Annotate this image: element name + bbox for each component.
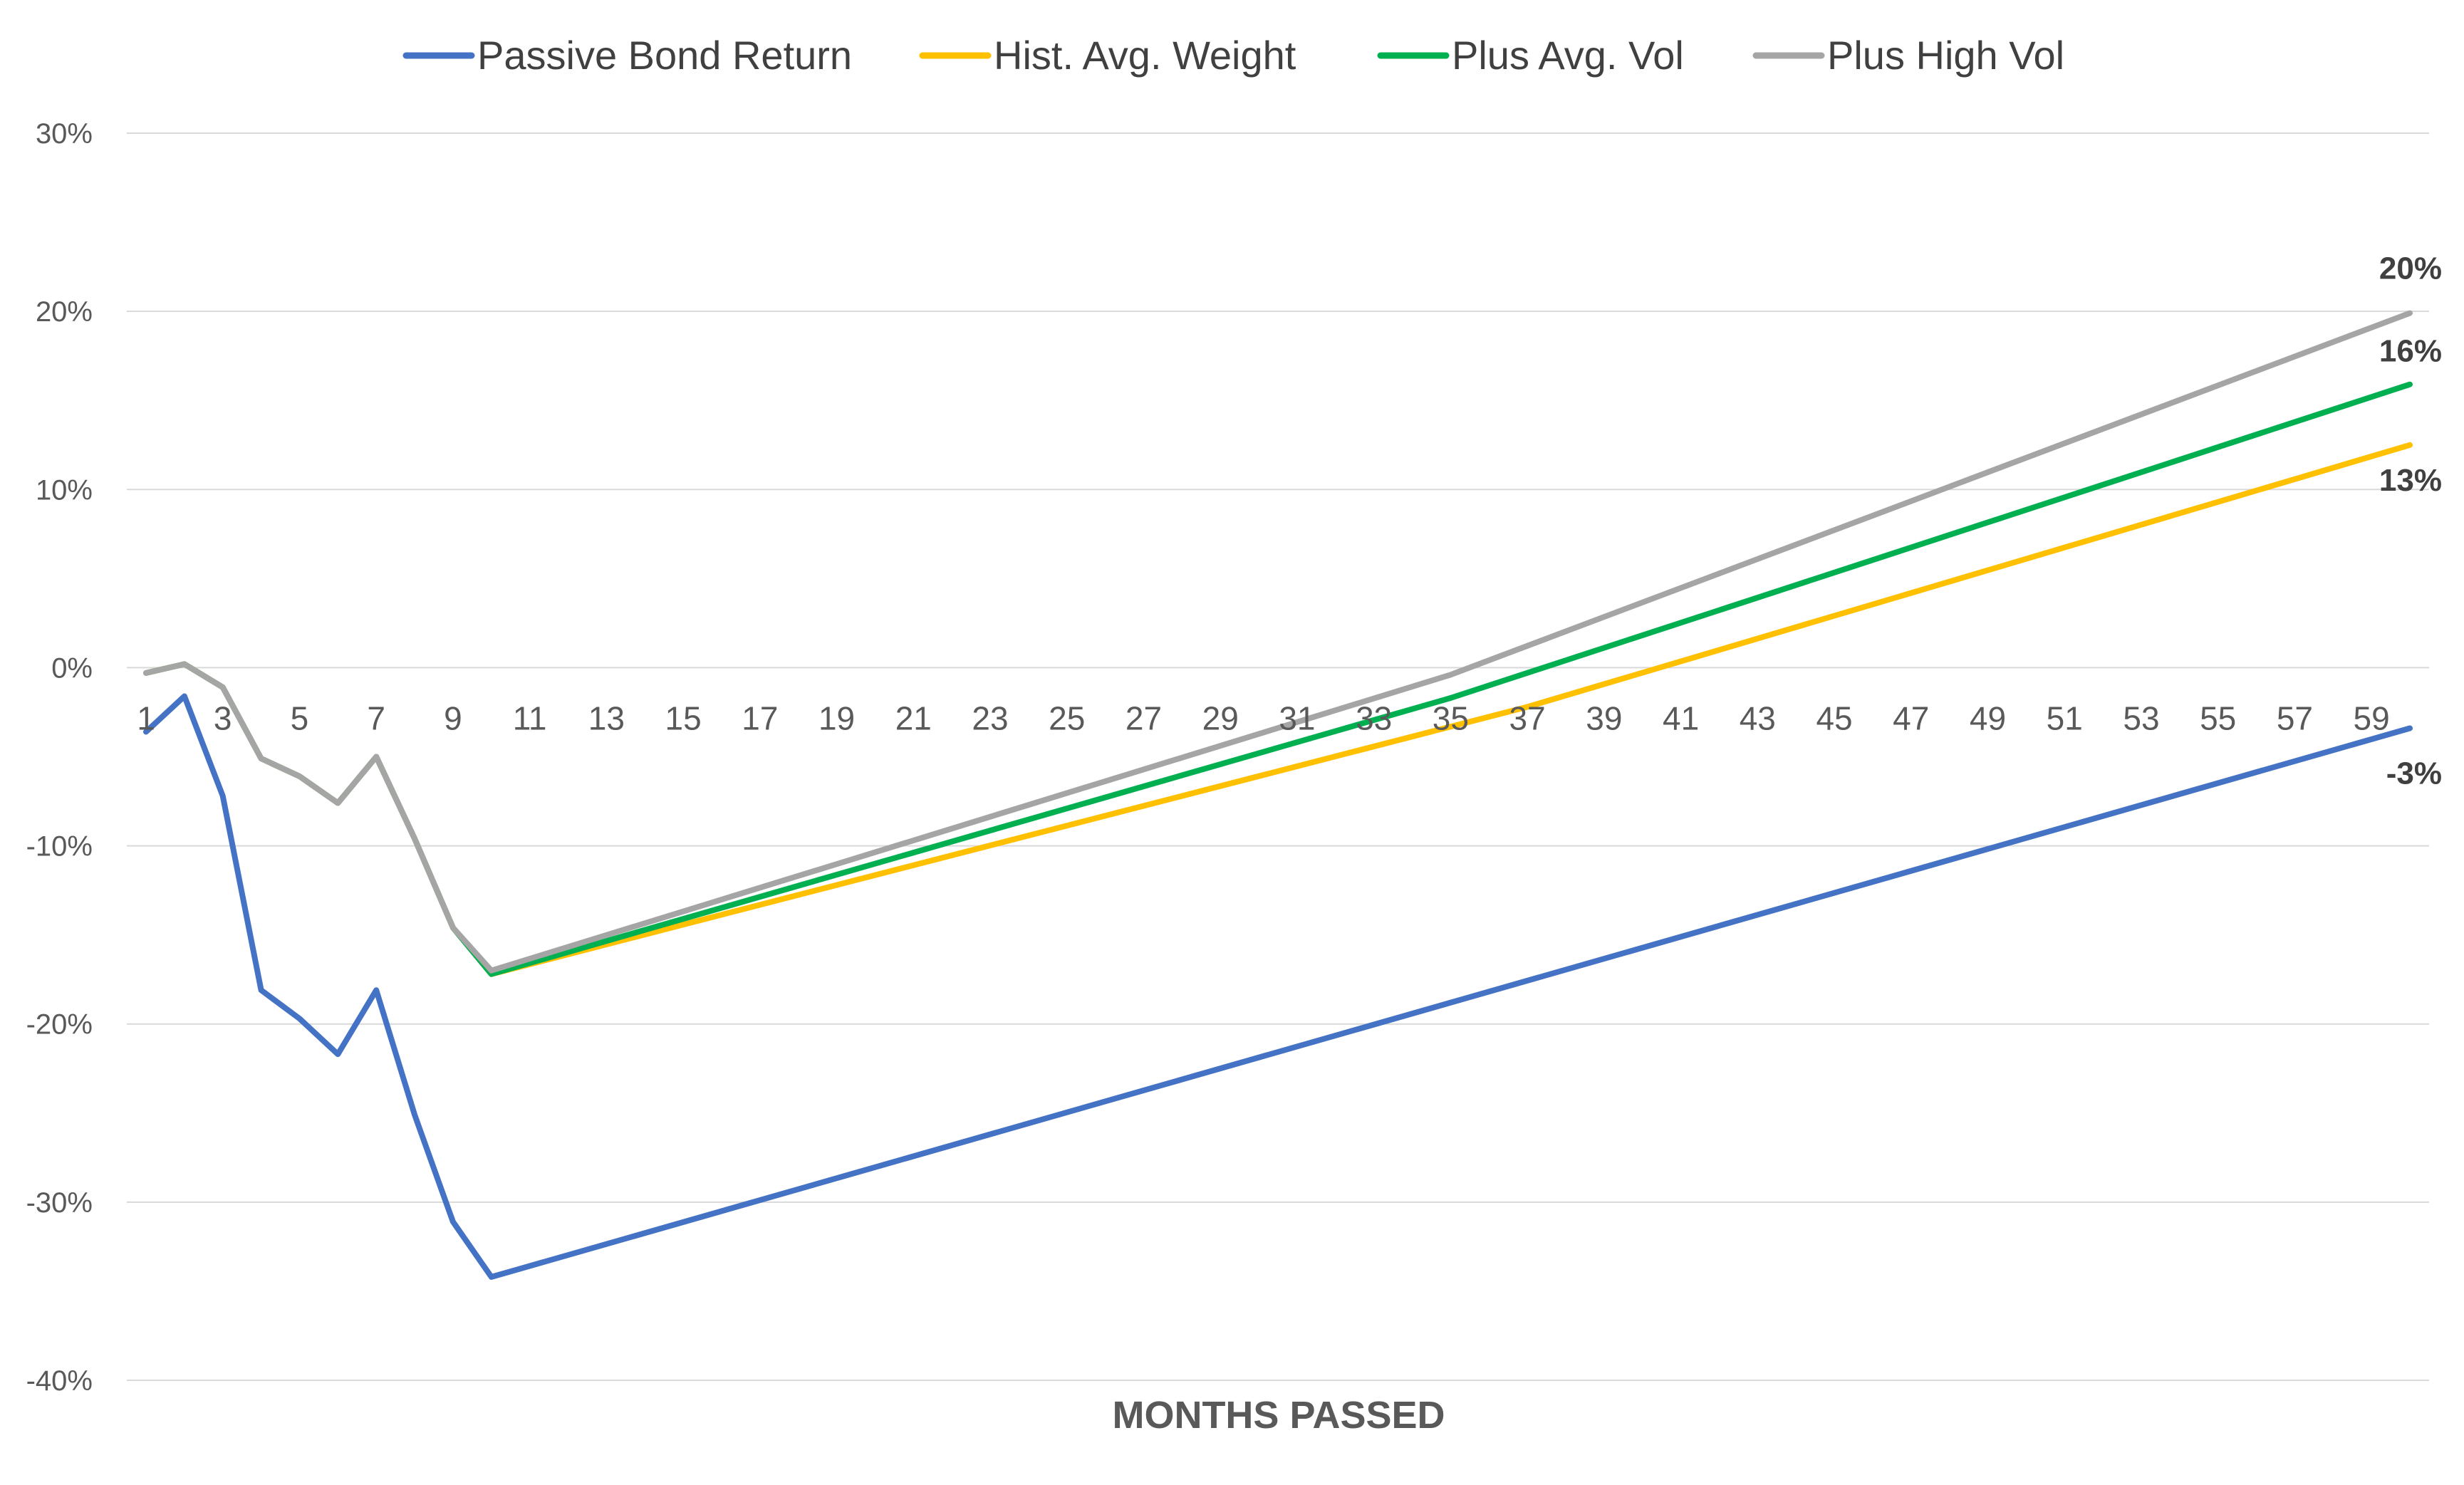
legend-label: Plus Avg. Vol (1452, 33, 1684, 78)
series-line-4 (143, 310, 2413, 974)
x-tick-label: 41 (1663, 699, 1699, 736)
series-lines (143, 310, 2413, 1280)
x-tick-label: 9 (444, 699, 462, 736)
legend-item: Hist. Avg. Weight (919, 33, 1296, 78)
x-tick-label: 27 (1126, 699, 1162, 736)
x-tick-label: 33 (1356, 699, 1392, 736)
y-tick-label: 0% (51, 652, 93, 684)
y-tick-label: -30% (26, 1187, 93, 1219)
x-tick-label: 15 (665, 699, 702, 736)
x-tick-label: 35 (1433, 699, 1469, 736)
legend-item: Plus Avg. Vol (1377, 33, 1684, 78)
y-tick-label: -40% (26, 1365, 93, 1397)
legend-label: Passive Bond Return (477, 33, 852, 78)
gridlines (127, 132, 2429, 1381)
series-line-1 (143, 693, 2413, 1280)
y-tick-label: -20% (26, 1009, 93, 1041)
legend-item: Passive Bond Return (402, 33, 852, 78)
x-tick-label: 23 (972, 699, 1008, 736)
x-tick-label: 1 (137, 699, 155, 736)
y-tick-label: -10% (26, 831, 93, 863)
x-tick-label: 11 (513, 699, 547, 736)
end-value-label: 16% (2379, 334, 2442, 369)
x-axis-tick-labels: 1 3 5 7 9 11 13 15 17 19 21 23 25 27 29 31 33 35 37 39 41 43 4… (137, 699, 2390, 736)
x-tick-label: 45 (1816, 699, 1852, 736)
y-tick-label: 20% (36, 296, 93, 328)
x-tick-label: 19 (818, 699, 855, 736)
x-tick-label: 51 (2047, 699, 2083, 736)
series-line-3 (143, 381, 2413, 977)
x-tick-label: 7 (367, 699, 385, 736)
x-tick-label: 3 (214, 699, 232, 736)
x-tick-label: 57 (2277, 699, 2313, 736)
x-tick-label: 29 (1202, 699, 1239, 736)
y-tick-label: 30% (36, 118, 93, 150)
x-tick-label: 47 (1893, 699, 1929, 736)
end-value-label: 13% (2379, 463, 2442, 498)
x-tick-label: 17 (742, 699, 778, 736)
end-value-labels: -3% 13% 16% 20% (2379, 251, 2442, 791)
y-axis-tick-labels: -40% -30% -20% -10% 0% 10% 20% 30% (26, 118, 93, 1397)
end-value-label: -3% (2386, 756, 2442, 791)
x-tick-label: 31 (1279, 699, 1315, 736)
x-tick-label: 13 (588, 699, 625, 736)
x-tick-label: 55 (2200, 699, 2236, 736)
legend: Passive Bond Return Hist. Avg. Weight Plus… (402, 33, 2064, 78)
x-tick-label: 21 (895, 699, 932, 736)
x-tick-label: 37 (1509, 699, 1546, 736)
x-tick-label: 59 (2354, 699, 2390, 736)
legend-item: Plus High Vol (1752, 33, 2064, 78)
x-tick-label: 49 (1970, 699, 2006, 736)
y-tick-label: 10% (36, 474, 93, 506)
end-value-label: 20% (2379, 251, 2442, 286)
x-tick-label: 43 (1740, 699, 1776, 736)
x-tick-label: 39 (1586, 699, 1622, 736)
x-axis-label: MONTHS PASSED (1112, 1394, 1445, 1437)
legend-label: Plus High Vol (1827, 33, 2064, 78)
x-tick-label: 53 (2123, 699, 2159, 736)
x-tick-label: 5 (291, 699, 309, 736)
x-tick-label: 25 (1049, 699, 1085, 736)
legend-label: Hist. Avg. Weight (994, 33, 1296, 78)
